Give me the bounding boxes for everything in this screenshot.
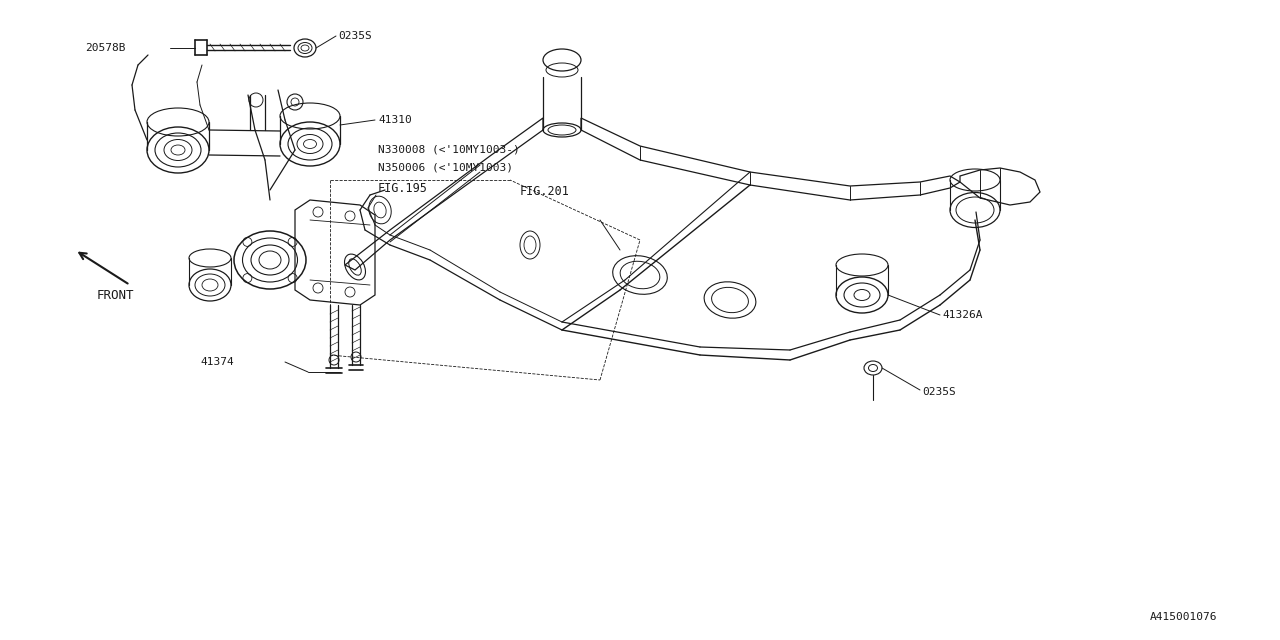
Text: N350006 (<'10MY1003): N350006 (<'10MY1003) [378, 162, 513, 172]
Text: 20578B: 20578B [84, 43, 125, 53]
Text: 0235S: 0235S [338, 31, 371, 41]
Text: 0235S: 0235S [922, 387, 956, 397]
Text: A415001076: A415001076 [1149, 612, 1217, 622]
Text: 41310: 41310 [378, 115, 412, 125]
Text: 41326A: 41326A [942, 310, 983, 320]
Text: 41374: 41374 [200, 357, 234, 367]
Text: FIG.201: FIG.201 [520, 185, 570, 198]
Text: N330008 (<'10MY1003-): N330008 (<'10MY1003-) [378, 144, 520, 154]
Text: FRONT: FRONT [96, 289, 133, 301]
Text: FIG.195: FIG.195 [378, 182, 428, 195]
